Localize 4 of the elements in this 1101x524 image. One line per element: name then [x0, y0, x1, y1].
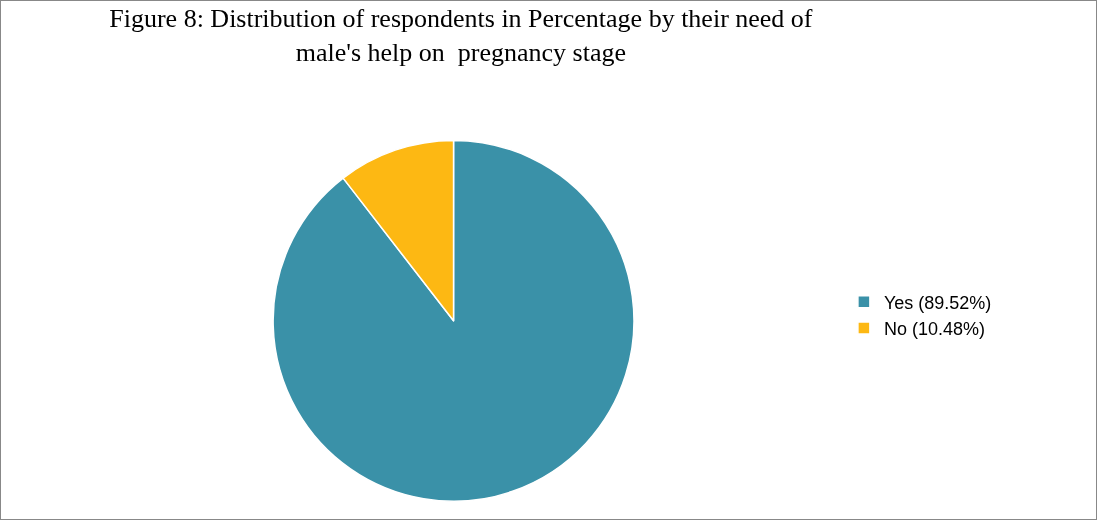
legend-label: Yes (89.52%): [883, 292, 992, 313]
legend-label: No (10.48%): [883, 319, 985, 340]
pie-slice: [272, 139, 635, 502]
chart-title: Figure 8: Distribution of respondents in Percentage by their need of male's help on pregnancy stage: [109, 3, 813, 67]
